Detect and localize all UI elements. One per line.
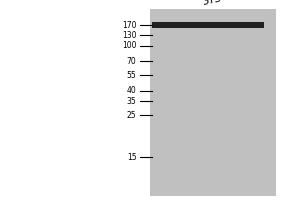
Bar bbox=[152, 22, 264, 28]
Text: 170: 170 bbox=[122, 21, 136, 29]
Text: 3T3: 3T3 bbox=[202, 0, 224, 7]
Text: 70: 70 bbox=[127, 56, 136, 66]
Text: 55: 55 bbox=[127, 71, 136, 79]
Text: 35: 35 bbox=[127, 97, 136, 106]
Text: 25: 25 bbox=[127, 110, 136, 119]
Text: 40: 40 bbox=[127, 86, 136, 95]
Text: 15: 15 bbox=[127, 152, 136, 162]
Text: 100: 100 bbox=[122, 42, 136, 50]
Text: 130: 130 bbox=[122, 30, 136, 40]
Bar bbox=[150, 9, 276, 196]
